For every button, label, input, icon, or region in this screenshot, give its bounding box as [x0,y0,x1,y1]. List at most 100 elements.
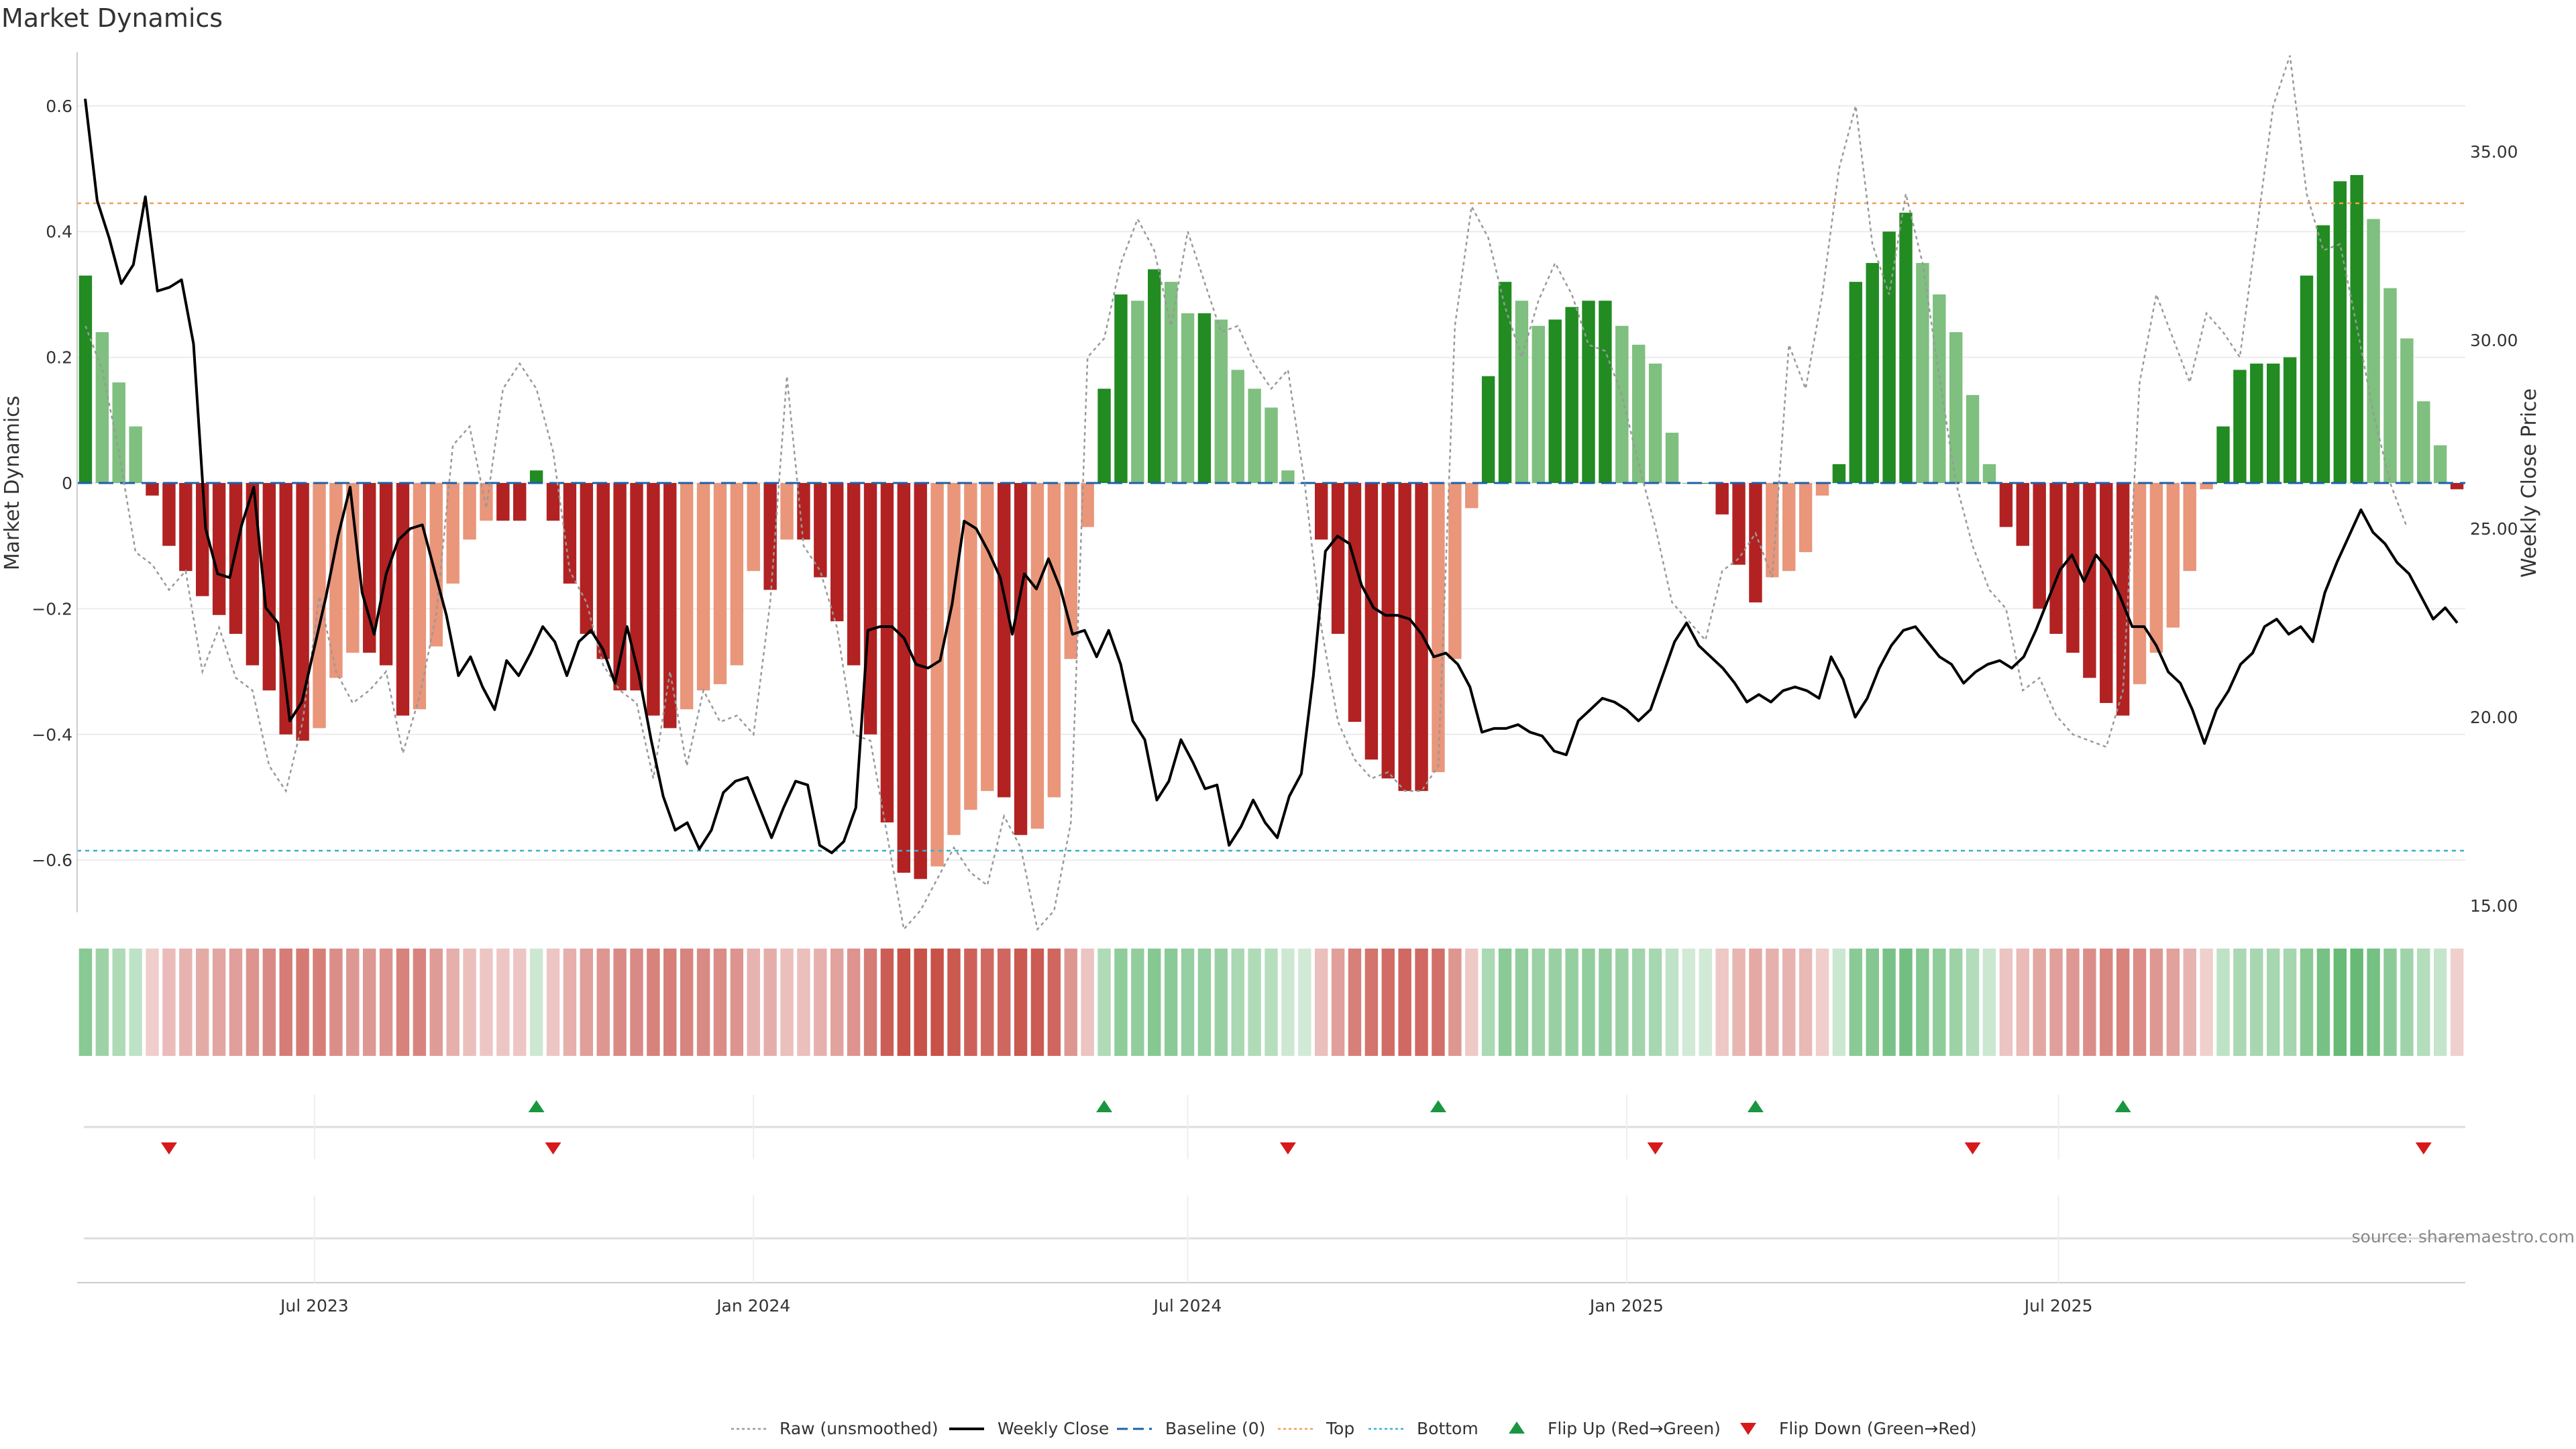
y-tick-right: 30.00 [2470,331,2518,350]
heat-cell [981,949,994,1056]
bar [446,483,460,584]
bar [1999,483,2013,527]
bar [1131,301,1144,483]
bar [1231,370,1244,483]
bar [2066,483,2080,653]
heat-cell [2033,949,2046,1056]
legend-item: Weekly Close [949,1419,1109,1438]
legend: Raw (unsmoothed) Weekly Close Baseline (0)… [731,1419,1977,1438]
heat-cell [196,949,209,1056]
legend-label: Baseline (0) [1165,1419,1265,1438]
bar [1815,483,1829,496]
bars-layer [78,174,2464,879]
bar [362,483,376,653]
bar [1081,483,1094,527]
x-tick-label: Jan 2024 [715,1296,790,1316]
heat-cell [546,949,560,1056]
heat-cell [1815,949,1829,1056]
heat-cell [78,949,93,1056]
heat-cell [1465,949,1479,1056]
heat-cell [379,949,393,1056]
heat-cell [1515,949,1529,1056]
bar [1699,483,1712,484]
heat-cell [563,949,577,1056]
legend-swatch-flip-up-icon [1509,1421,1525,1434]
heat-cell [446,949,460,1056]
bar [1766,483,1779,578]
bar [2183,483,2196,572]
y-axis-label-left: Market Dynamics [1,396,24,571]
legend-label: Flip Up (Red→Green) [1548,1419,1721,1438]
bar [313,483,326,729]
legend-item: Flip Up (Red→Green) [1509,1419,1721,1438]
heat-cell [1498,949,1512,1056]
bar [997,483,1011,798]
y-tick-left: 0.6 [46,97,72,116]
bar [396,483,410,716]
bar [1966,394,1980,483]
bar [2383,288,2397,483]
heat-cell [1381,949,1395,1056]
heat-cell [2350,949,2363,1056]
heat-cell [696,949,710,1056]
heat-cell [1364,949,1379,1056]
bar [1631,344,1646,483]
bar [2333,181,2347,483]
x-tick-label: Jul 2025 [2023,1296,2093,1316]
heat-cell [947,949,961,1056]
raw-series-line [85,55,2408,932]
heat-cell [2250,949,2263,1056]
bar [630,483,643,691]
bar [2316,225,2330,483]
bar [1281,470,1295,483]
bar [1548,319,1562,483]
heat-cell [112,949,125,1056]
bar [2083,483,2096,678]
bar [2300,275,2314,483]
heat-cell [2433,949,2447,1056]
heat-cell [914,949,927,1056]
heat-cell [2450,949,2464,1056]
bar [1415,483,1428,792]
bar [262,483,276,691]
y-tick-right: 20.00 [2470,708,2518,727]
bar [346,483,360,653]
bar [930,483,944,867]
bar [713,483,727,684]
heat-cell [2367,949,2380,1056]
heat-cell [847,949,861,1056]
bar [2100,483,2113,703]
heat-cell [2383,949,2397,1056]
heat-cell [1415,949,1428,1056]
heat-cell [1214,949,1228,1056]
legend-label: Bottom [1417,1419,1479,1438]
heat-cell [1665,949,1679,1056]
heat-cell [179,949,193,1056]
heat-cell [596,949,610,1056]
heat-cell [1866,949,1879,1056]
x-tick-label: Jul 2024 [1152,1296,1222,1316]
bar [546,483,560,521]
heat-cell [1248,949,1261,1056]
heat-cell [1615,949,1629,1056]
heat-cell [1148,949,1161,1056]
bar [680,483,694,710]
bar [463,483,476,540]
heat-cell [1715,949,1729,1056]
flip-down-marker [2415,1142,2432,1155]
heat-cell [930,949,944,1056]
heat-cell [1548,949,1562,1056]
bar [1331,483,1345,634]
bar [1515,301,1529,483]
bar [2133,483,2147,684]
heat-cell [1064,949,1077,1056]
x-tick-label: Jan 2025 [1589,1296,1664,1316]
flip-up-marker [1747,1100,1764,1112]
heat-cell [1648,949,1662,1056]
bar [2250,363,2263,483]
heat-cell [1014,949,1028,1056]
bar [1615,325,1629,483]
heat-cell [346,949,360,1056]
bar [2166,483,2180,628]
bar [1030,483,1044,829]
